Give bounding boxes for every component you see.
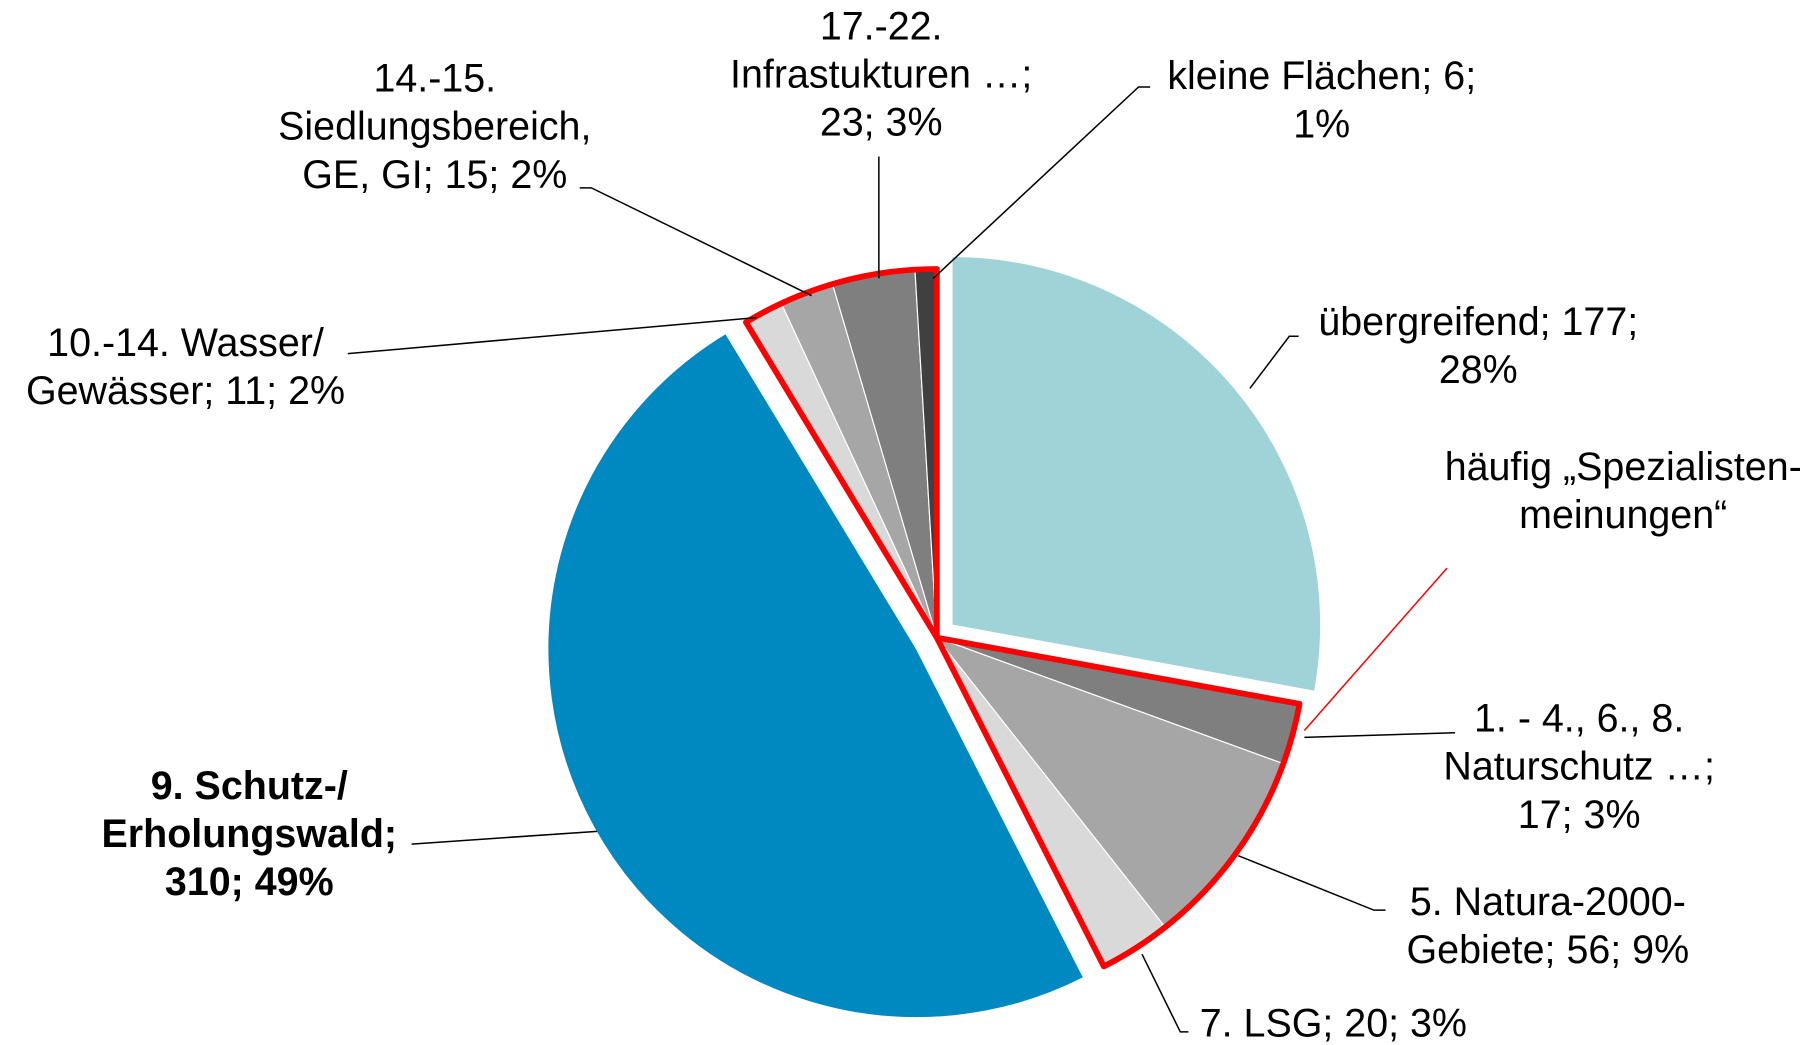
data-label: GE, GI; 15; 2% — [302, 153, 567, 197]
data-label: 9. Schutz-/ — [151, 764, 348, 808]
leader-line — [932, 86, 1151, 279]
data-label: Erholungswald; — [102, 812, 398, 856]
data-label: 1. - 4., 6., 8. — [1474, 697, 1684, 741]
leader-line — [579, 187, 812, 297]
data-label: 17.-22. — [820, 4, 943, 48]
data-label: 5. Natura-2000- — [1410, 880, 1686, 924]
leader-line — [1237, 854, 1386, 911]
annotation: meinungen“ — [1519, 493, 1727, 537]
data-label: 7. LSG; 20; 3% — [1200, 1002, 1467, 1045]
leader-line — [1249, 335, 1299, 389]
data-label: übergreifend; 177; — [1318, 300, 1638, 344]
annotation: häufig „Spezialisten- — [1445, 445, 1802, 489]
leader-line — [347, 316, 757, 355]
data-label: 1% — [1293, 102, 1350, 146]
annotation-line — [1303, 567, 1448, 731]
highlight-outline — [743, 266, 940, 641]
data-label: 14.-15. — [373, 57, 496, 101]
pie-slice — [547, 332, 1085, 1019]
data-label: 10.-14. Wasser/ — [47, 321, 324, 365]
data-label: 310; 49% — [165, 860, 334, 904]
leader-line — [411, 830, 598, 845]
data-label: Naturschutz …; — [1443, 745, 1715, 789]
highlight-outline — [933, 634, 1303, 970]
data-label: Gebiete; 56; 9% — [1407, 928, 1690, 972]
pie-slice — [951, 255, 1322, 692]
data-label: Gewässer; 11; 2% — [26, 369, 345, 413]
leader-line — [1141, 953, 1189, 1033]
data-label: kleine Flächen; 6; — [1167, 54, 1476, 98]
data-label: Infrastukturen …; — [730, 53, 1032, 97]
data-label: 17; 3% — [1518, 793, 1641, 837]
data-label: 28% — [1439, 348, 1518, 392]
data-label: 23; 3% — [820, 101, 943, 145]
leader-line — [1304, 732, 1456, 739]
data-label: Siedlungsbereich, — [278, 105, 591, 149]
